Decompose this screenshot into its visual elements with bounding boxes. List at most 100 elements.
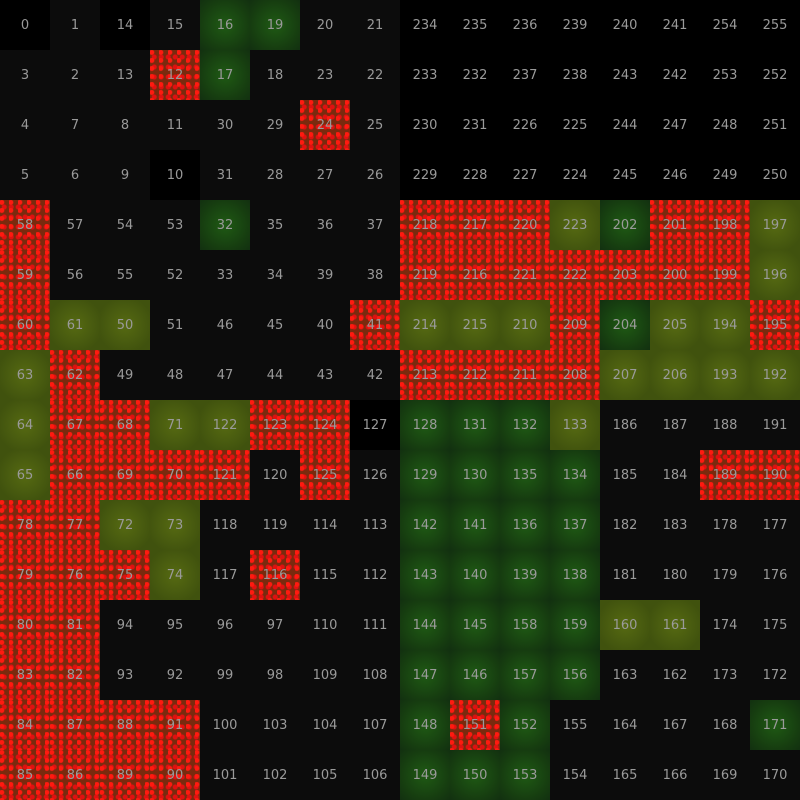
grid-cell: 135 [500, 450, 550, 500]
grid-cell: 99 [200, 650, 250, 700]
grid-cell: 171 [750, 700, 800, 750]
grid-cell: 194 [700, 300, 750, 350]
grid-cell: 53 [150, 200, 200, 250]
grid-cell: 154 [550, 750, 600, 800]
grid-cell: 189 [700, 450, 750, 500]
grid-cell: 5 [0, 150, 50, 200]
grid-cell: 67 [50, 400, 100, 450]
grid-cell: 219 [400, 250, 450, 300]
grid-cell: 142 [400, 500, 450, 550]
grid-cell: 78 [0, 500, 50, 550]
grid-cell: 111 [350, 600, 400, 650]
grid-cell: 122 [200, 400, 250, 450]
grid-cell: 25 [350, 100, 400, 150]
grid-cell: 239 [550, 0, 600, 50]
grid-cell: 229 [400, 150, 450, 200]
grid-cell: 1 [50, 0, 100, 50]
grid-cell: 71 [150, 400, 200, 450]
grid-cell: 250 [750, 150, 800, 200]
grid-cell: 141 [450, 500, 500, 550]
grid-cell: 54 [100, 200, 150, 250]
grid-cell: 214 [400, 300, 450, 350]
grid-cell: 134 [550, 450, 600, 500]
grid-cell: 12 [150, 50, 200, 100]
grid-cell: 9 [100, 150, 150, 200]
grid-cell: 153 [500, 750, 550, 800]
grid-cell: 18 [250, 50, 300, 100]
grid-cell: 206 [650, 350, 700, 400]
grid-cell: 193 [700, 350, 750, 400]
grid-cell: 91 [150, 700, 200, 750]
grid-cell: 36 [300, 200, 350, 250]
grid-cell: 222 [550, 250, 600, 300]
grid-cell: 226 [500, 100, 550, 150]
grid-cell: 15 [150, 0, 200, 50]
grid-cell: 170 [750, 750, 800, 800]
grid-cell: 169 [700, 750, 750, 800]
grid-cell: 155 [550, 700, 600, 750]
grid-cell: 37 [350, 200, 400, 250]
grid-cell: 162 [650, 650, 700, 700]
grid-cell: 68 [100, 400, 150, 450]
grid-cell: 224 [550, 150, 600, 200]
grid-cell: 136 [500, 500, 550, 550]
grid-cell: 175 [750, 600, 800, 650]
grid-cell: 57 [50, 200, 100, 250]
grid-cell: 116 [250, 550, 300, 600]
grid-cell: 113 [350, 500, 400, 550]
grid-cell: 83 [0, 650, 50, 700]
grid-cell: 98 [250, 650, 300, 700]
grid-cell: 195 [750, 300, 800, 350]
grid-cell: 159 [550, 600, 600, 650]
grid-cell: 132 [500, 400, 550, 450]
grid-cell: 212 [450, 350, 500, 400]
grid-cell: 20 [300, 0, 350, 50]
grid-cell: 184 [650, 450, 700, 500]
grid-cell: 16 [200, 0, 250, 50]
grid-cell: 24 [300, 100, 350, 150]
grid-cell: 77 [50, 500, 100, 550]
grid-cell: 21 [350, 0, 400, 50]
grid-cell: 173 [700, 650, 750, 700]
grid-cell: 105 [300, 750, 350, 800]
grid-cell: 88 [100, 700, 150, 750]
grid-cell: 58 [0, 200, 50, 250]
grid-cell: 231 [450, 100, 500, 150]
grid-cell: 191 [750, 400, 800, 450]
grid-cell: 249 [700, 150, 750, 200]
grid-cell: 161 [650, 600, 700, 650]
grid-cell: 152 [500, 700, 550, 750]
grid-cell: 248 [700, 100, 750, 150]
grid-cell: 236 [500, 0, 550, 50]
grid-cell: 233 [400, 50, 450, 100]
grid-cell: 92 [150, 650, 200, 700]
grid-cell: 160 [600, 600, 650, 650]
grid-cell: 199 [700, 250, 750, 300]
grid-cell: 103 [250, 700, 300, 750]
grid-cell: 65 [0, 450, 50, 500]
grid-cell: 100 [200, 700, 250, 750]
grid-cell: 47 [200, 350, 250, 400]
grid-cell: 158 [500, 600, 550, 650]
grid-cell: 61 [50, 300, 100, 350]
grid-cell: 64 [0, 400, 50, 450]
grid-cell: 118 [200, 500, 250, 550]
grid-cell: 4 [0, 100, 50, 150]
grid-cell: 70 [150, 450, 200, 500]
grid-cell: 200 [650, 250, 700, 300]
grid-cell: 126 [350, 450, 400, 500]
grid-cell: 49 [100, 350, 150, 400]
grid-cell: 143 [400, 550, 450, 600]
grid-cell: 44 [250, 350, 300, 400]
grid-cell: 168 [700, 700, 750, 750]
grid-cell: 29 [250, 100, 300, 150]
grid-cell: 179 [700, 550, 750, 600]
grid-cell: 244 [600, 100, 650, 150]
grid-cell: 203 [600, 250, 650, 300]
grid-cell: 48 [150, 350, 200, 400]
grid-cell: 235 [450, 0, 500, 50]
grid-cell: 50 [100, 300, 150, 350]
grid-cell: 22 [350, 50, 400, 100]
grid-cell: 128 [400, 400, 450, 450]
